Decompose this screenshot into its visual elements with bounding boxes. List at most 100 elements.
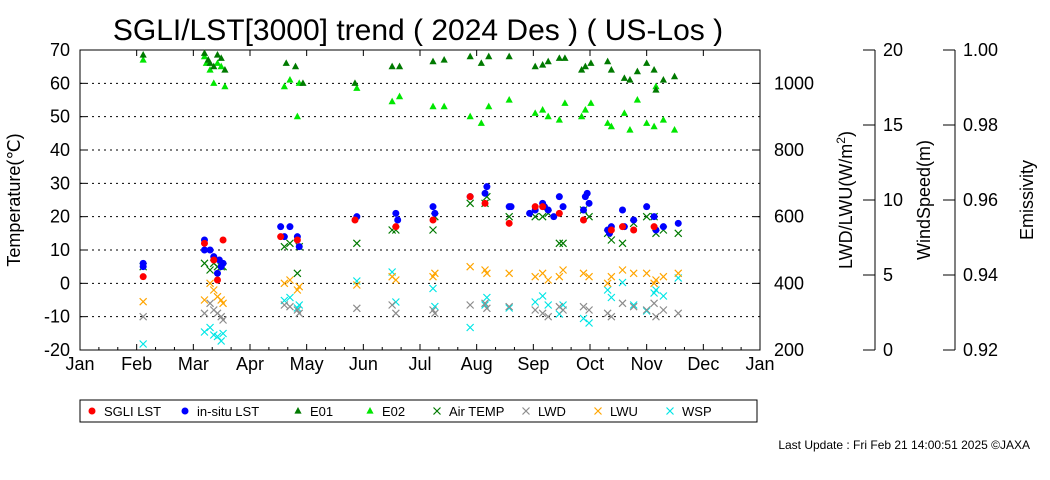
x-tick-label: Jul xyxy=(408,354,431,374)
air-temp-point xyxy=(559,239,567,248)
insitu-lst-point xyxy=(481,189,489,197)
sgli-lst-point xyxy=(466,193,474,201)
lwu-point xyxy=(607,272,616,281)
lwd-point xyxy=(200,309,209,318)
sgli-lst-point xyxy=(531,203,539,211)
sgli-lst-point xyxy=(481,199,489,207)
y-tick-label-temperature: 60 xyxy=(50,73,70,93)
y-axis-label-windspeed: WindSpeed(m) xyxy=(914,140,934,260)
y-tick-label-temperature: 50 xyxy=(50,107,70,127)
wsp-point xyxy=(607,293,616,302)
lwu-point xyxy=(352,281,361,289)
e01-point xyxy=(466,52,474,60)
insitu-lst-point xyxy=(630,216,638,224)
lwu-point xyxy=(652,276,660,284)
e01-point xyxy=(429,57,437,65)
y-tick-label-windspeed: 20 xyxy=(883,40,903,60)
e02-point xyxy=(210,79,218,86)
lwu-point xyxy=(466,262,475,271)
sgli-lst-point xyxy=(139,273,147,281)
insitu-lst-point xyxy=(559,203,567,211)
y-axis-label-temperature: Temperature(℃) xyxy=(4,133,24,266)
y-axis-label-emissivity: Emissivity xyxy=(1017,160,1037,240)
y-tick-label-windspeed: 0 xyxy=(883,340,893,360)
insitu-lst-point xyxy=(507,203,515,211)
y-tick-label-windspeed: 5 xyxy=(883,265,893,285)
y-tick-label-lwd-lwu: 400 xyxy=(774,273,804,293)
e02-point xyxy=(620,109,628,116)
x-tick-label: Apr xyxy=(236,354,264,374)
x-tick-label: Aug xyxy=(461,354,493,374)
legend-marker-e01 xyxy=(294,407,302,414)
insitu-lst-point xyxy=(431,209,439,217)
air-temp-point xyxy=(555,239,564,248)
e01-point xyxy=(395,62,404,70)
plot-frame xyxy=(79,49,761,351)
e01-point xyxy=(139,51,147,58)
e01-point xyxy=(388,62,396,70)
wsp-point xyxy=(652,286,660,294)
e01-point xyxy=(650,66,658,73)
e01-point xyxy=(217,54,225,61)
lwd-point xyxy=(674,309,683,318)
legend-marker-sgli xyxy=(88,407,96,415)
lwd-point xyxy=(629,302,638,311)
x-tick-label: Jan xyxy=(65,354,94,374)
e01-point xyxy=(200,49,209,56)
e02-point xyxy=(217,62,225,70)
lwu-point xyxy=(538,269,547,278)
footer-text: Last Update : Fri Feb 21 14:00:51 2025 ©… xyxy=(778,438,1030,452)
lwd-point xyxy=(219,316,227,324)
lwu-point xyxy=(629,269,638,278)
legend-label-lwu: LWU xyxy=(610,404,638,419)
y-tick-label-lwd-lwu: 800 xyxy=(774,140,804,160)
lwd-point xyxy=(481,299,489,308)
insitu-lst-point xyxy=(200,246,208,254)
lwd-point xyxy=(466,301,475,309)
lwd-point xyxy=(538,309,547,318)
e02-point xyxy=(139,56,147,63)
e01-point xyxy=(604,57,612,65)
wsp-point xyxy=(200,328,209,336)
wsp-point xyxy=(538,292,547,300)
wsp-point xyxy=(217,337,226,345)
lwd-point xyxy=(206,299,214,308)
lwu-point xyxy=(618,266,627,274)
e02-point xyxy=(650,122,658,130)
e02-point xyxy=(395,92,404,100)
e02-point xyxy=(286,76,294,83)
e02-point xyxy=(544,112,552,120)
wsp-point xyxy=(429,284,437,293)
lwd-point xyxy=(659,306,668,314)
x-tick-label: Nov xyxy=(631,354,663,374)
e02-point xyxy=(466,112,474,120)
wsp-point xyxy=(295,301,304,309)
wsp-point xyxy=(642,307,651,315)
y-tick-label-temperature: 40 xyxy=(50,140,70,160)
y-tick-label-emissivity: 1.00 xyxy=(963,40,998,60)
sgli-lst-point xyxy=(555,209,563,217)
e01-point xyxy=(221,66,229,73)
e01-point xyxy=(587,59,595,66)
e02-point xyxy=(604,119,612,126)
insitu-lst-point xyxy=(219,259,227,267)
y-axis-lwd-lwu: 1000 800 600 400 200 xyxy=(754,73,814,360)
wsp-point xyxy=(659,292,668,300)
e01-point xyxy=(282,59,290,66)
lwu-point xyxy=(659,272,668,281)
y-tick-label-emissivity: 0.94 xyxy=(963,265,998,285)
x-tick-label: Feb xyxy=(121,354,152,374)
lwd-point xyxy=(642,306,651,314)
e02-point xyxy=(440,102,448,110)
lwd-point xyxy=(388,301,397,309)
wsp-point xyxy=(139,340,148,348)
insitu-lst-point xyxy=(286,223,294,231)
lwd-point xyxy=(607,312,616,321)
y-tick-label-emissivity: 0.96 xyxy=(963,190,998,210)
x-tick-label: Jan xyxy=(745,354,774,374)
e02-point xyxy=(353,84,361,91)
lwd-point xyxy=(559,306,567,314)
air-temp-point xyxy=(642,212,651,221)
sgli-lst-point xyxy=(429,216,437,224)
e02-point xyxy=(388,97,396,105)
